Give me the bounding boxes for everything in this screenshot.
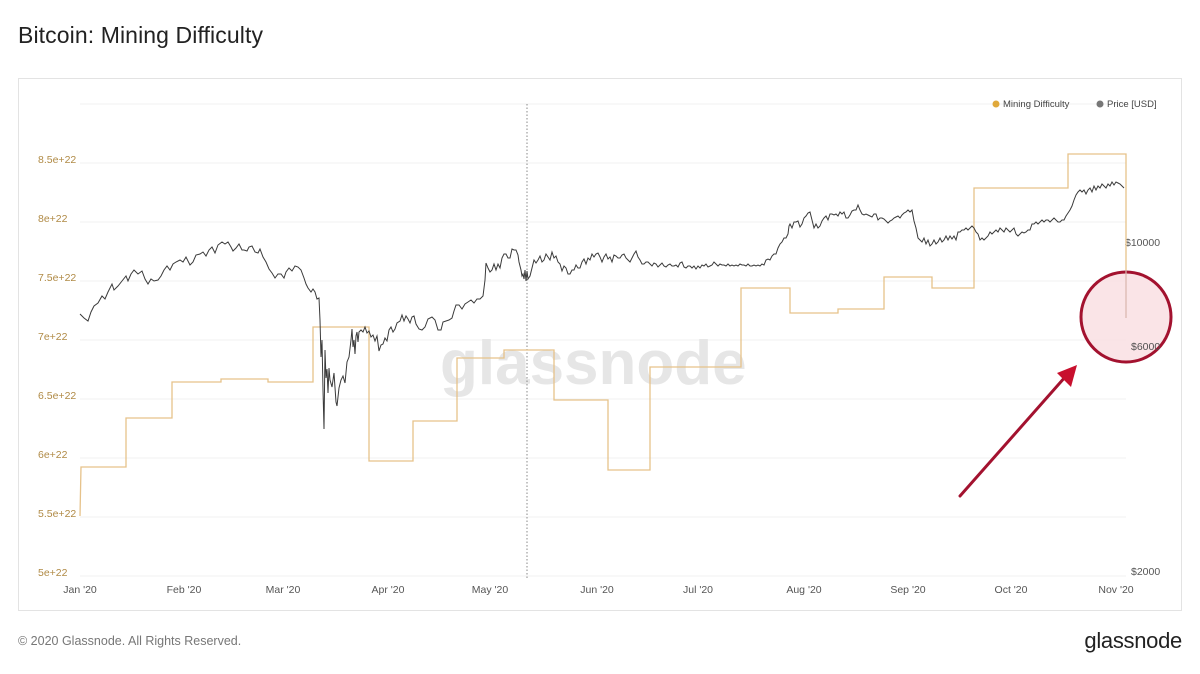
left-axis: 8.5e+22 8e+22 7.5e+22 7e+22 6.5e+22 6e+2…: [38, 154, 76, 579]
price-line: [79, 181, 1125, 430]
annotation-arrow: [958, 365, 1077, 498]
page-title: Bitcoin: Mining Difficulty: [18, 22, 264, 48]
x-axis-tick: Jul '20: [683, 584, 713, 596]
left-axis-tick: 7.5e+22: [38, 272, 76, 284]
difficulty-step-line: [79, 153, 1127, 517]
left-axis-tick: 5.5e+22: [38, 508, 76, 520]
glassnode-logo[interactable]: glassnode: [1084, 628, 1182, 653]
price-legend-dot-icon: [1096, 100, 1104, 108]
legend-item-difficulty[interactable]: Mining Difficulty: [992, 99, 1070, 110]
x-axis-tick: Mar '20: [266, 584, 301, 596]
x-axis-tick: Nov '20: [1098, 584, 1133, 596]
left-axis-tick: 8e+22: [38, 213, 68, 225]
x-axis: Jan '20 Feb '20 Mar '20 Apr '20 May '20 …: [63, 584, 1134, 596]
legend-label: Price [USD]: [1107, 99, 1157, 110]
watermark: glassnode: [440, 329, 747, 398]
left-axis-tick: 6e+22: [38, 449, 68, 461]
x-axis-tick: Oct '20: [995, 584, 1028, 596]
left-axis-tick: 8.5e+22: [38, 154, 76, 166]
legend: Mining Difficulty Price [USD]: [992, 99, 1157, 110]
legend-item-price[interactable]: Price [USD]: [1096, 99, 1157, 110]
left-axis-tick: 5e+22: [38, 567, 68, 579]
right-axis-tick: $10000: [1125, 237, 1160, 249]
chart-container: [18, 78, 1182, 611]
x-axis-tick: Aug '20: [786, 584, 821, 596]
x-axis-tick: Feb '20: [167, 584, 202, 596]
right-axis-tick-overlay: $6000: [1131, 341, 1160, 353]
gridlines: [80, 103, 1126, 577]
footer-copyright: © 2020 Glassnode. All Rights Reserved.: [18, 634, 242, 648]
x-axis-tick: May '20: [472, 584, 509, 596]
x-axis-tick: Sep '20: [890, 584, 925, 596]
left-axis-tick: 7e+22: [38, 331, 68, 343]
x-axis-tick: Jun '20: [580, 584, 614, 596]
right-axis-tick: $2000: [1131, 566, 1160, 578]
x-axis-tick: Apr '20: [372, 584, 405, 596]
x-axis-tick: Jan '20: [63, 584, 97, 596]
legend-label: Mining Difficulty: [1003, 99, 1070, 110]
difficulty-legend-dot-icon: [992, 100, 1000, 108]
left-axis-tick: 6.5e+22: [38, 390, 76, 402]
